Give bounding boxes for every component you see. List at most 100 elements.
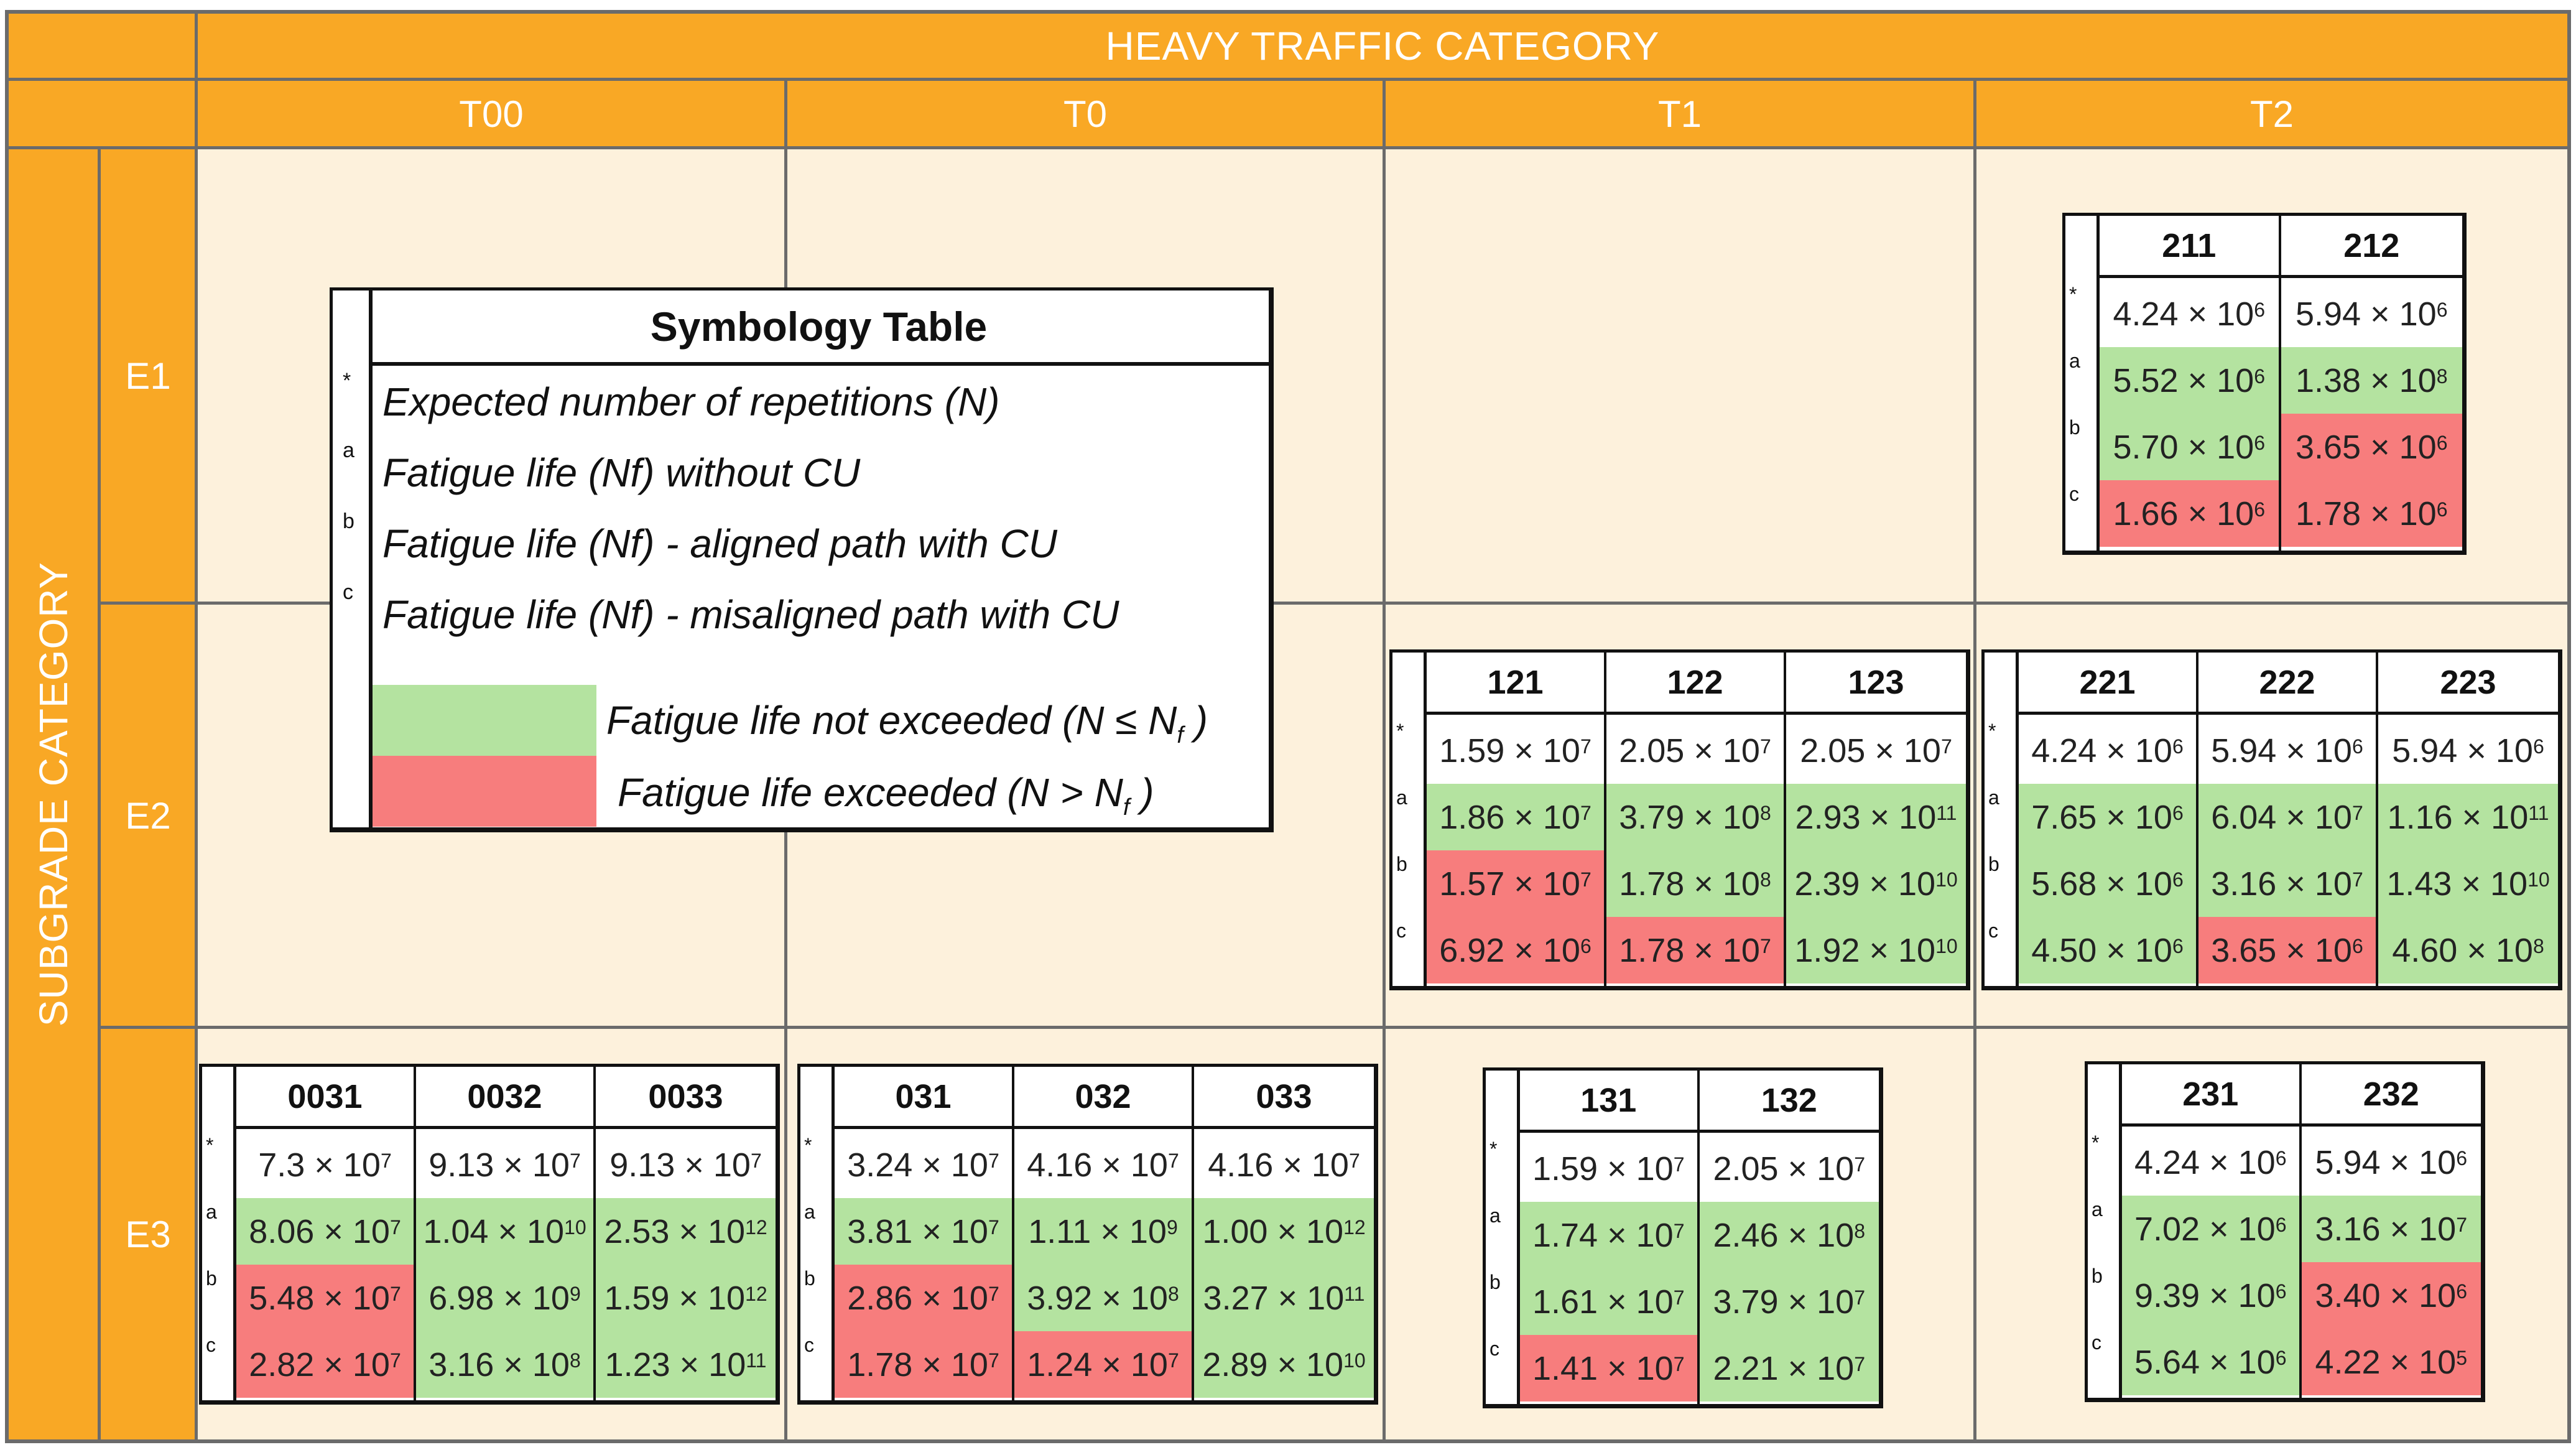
cell-mantissa: 1.16 × 10 — [2387, 798, 2529, 836]
column-header: 0032 — [416, 1067, 593, 1129]
cell-mantissa: 5.94 × 10 — [2295, 295, 2437, 333]
grid-line — [9, 146, 2567, 149]
table-cell: 1.38 × 10 8 — [2281, 347, 2462, 414]
row-key: c — [1490, 1337, 1499, 1360]
cell-mantissa: 2.53 × 10 — [604, 1212, 746, 1250]
cell-mantissa: 1.43 × 10 — [2386, 865, 2528, 903]
cell-exponent: 7 — [1580, 735, 1591, 758]
table-cell: 2.86 × 10 7 — [835, 1265, 1012, 1331]
cell-exponent: 5 — [2456, 1347, 2467, 1369]
row-key: b — [2092, 1265, 2103, 1287]
heavy-traffic-header: HEAVY TRAFFIC CATEGORY — [198, 14, 2567, 78]
cell-mantissa: 4.60 × 10 — [2392, 931, 2533, 969]
table-column: 223 5.94 × 10 6 1.16 × 10 11 1.43 × 10 10 4.60 … — [2378, 653, 2558, 986]
results-table: * a b c 0031 7.3 × 10 7 8.06 × 10 7 5.48 × 10 7 2.8… — [199, 1064, 780, 1405]
cell-mantissa: 1.78 × 10 — [1619, 865, 1760, 903]
table-cell: 4.50 × 10 6 — [2019, 917, 2196, 983]
row-key: b — [804, 1267, 815, 1290]
table-cell: 2.21 × 10 7 — [1699, 1335, 1879, 1402]
column-header: 031 — [835, 1067, 1012, 1129]
col-header-t0: T0 — [787, 81, 1383, 147]
table-cell: 6.98 × 10 9 — [416, 1265, 593, 1331]
symbology-key: a — [343, 439, 354, 462]
row-header-e3: E3 — [101, 1029, 195, 1439]
cell-exponent: 10 — [1935, 935, 1958, 957]
cell-mantissa: 3.92 × 10 — [1027, 1279, 1168, 1317]
cell-mantissa: 3.16 × 10 — [429, 1346, 570, 1383]
symbology-item: Expected number of repetitions (N) — [382, 379, 1000, 424]
cell-exponent: 8 — [2532, 935, 2544, 957]
table-column: 232 5.94 × 10 6 3.16 × 10 7 3.40 × 10 6 4.22 × … — [2301, 1064, 2481, 1398]
cell-exponent: 6 — [2254, 498, 2265, 521]
row-key: * — [2092, 1132, 2100, 1154]
cell-exponent: 7 — [380, 1150, 392, 1172]
grid-line — [98, 147, 101, 1439]
grid-line — [9, 78, 2567, 81]
cell-exponent: 11 — [746, 1349, 767, 1372]
table-cell: 4.60 × 10 8 — [2378, 917, 2558, 983]
cell-mantissa: 3.24 × 10 — [847, 1146, 988, 1184]
cell-mantissa: 4.16 × 10 — [1208, 1146, 1349, 1184]
column-header: 0031 — [236, 1067, 414, 1129]
cell-exponent: 6 — [2436, 432, 2448, 454]
table-cell: 3.65 × 10 6 — [2198, 917, 2376, 983]
cell-mantissa: 1.61 × 10 — [1532, 1283, 1674, 1321]
symbology-table: Symbology Table * Expected number of rep… — [330, 287, 1274, 832]
table-cell: 3.27 × 10 11 — [1194, 1265, 1374, 1331]
cell-exponent: 7 — [1673, 1353, 1685, 1375]
cell-mantissa: 3.16 × 10 — [2315, 1210, 2457, 1248]
cell-mantissa: 6.98 × 10 — [429, 1279, 570, 1317]
cell-mantissa: 8.06 × 10 — [249, 1212, 390, 1250]
results-table: * a b c 211 4.24 × 10 6 5.52 × 10 6 5.70 × 10 6 1.6… — [2062, 213, 2467, 555]
cell-exponent: 6 — [2351, 935, 2363, 957]
cell-mantissa: 2.05 × 10 — [1619, 732, 1760, 769]
symbology-key: * — [343, 369, 351, 393]
column-header: 211 — [2100, 216, 2279, 278]
cell-mantissa: 3.65 × 10 — [2211, 931, 2352, 969]
cell-mantissa: 2.05 × 10 — [1800, 732, 1941, 769]
table-cell: 1.41 × 10 7 — [1520, 1335, 1697, 1402]
cell-exponent: 6 — [2275, 1214, 2287, 1236]
table-cell: 4.24 × 10 6 — [2019, 717, 2196, 784]
cell-exponent: 7 — [1854, 1353, 1865, 1375]
cell-mantissa: 3.79 × 10 — [1619, 798, 1760, 836]
cell-exponent: 6 — [2275, 1147, 2287, 1169]
cell-mantissa: 4.24 × 10 — [2113, 295, 2254, 333]
table-cell: 8.06 × 10 7 — [236, 1198, 414, 1265]
column-header: 123 — [1786, 653, 1966, 715]
cell-exponent: 10 — [1935, 868, 1958, 891]
row-key: c — [2092, 1331, 2101, 1354]
table-cell: 4.24 × 10 6 — [2100, 281, 2279, 347]
table-cell: 1.59 × 10 7 — [1520, 1135, 1697, 1202]
cell-exponent: 7 — [1167, 1349, 1179, 1372]
cell-mantissa: 2.21 × 10 — [1713, 1349, 1855, 1387]
cell-mantissa: 3.16 × 10 — [2211, 865, 2352, 903]
legend-red-swatch — [373, 756, 596, 827]
table-column: 231 4.24 × 10 6 7.02 × 10 6 9.39 × 10 6 5.64 × … — [2122, 1064, 2302, 1398]
cell-exponent: 12 — [745, 1283, 767, 1305]
table-cell: 1.74 × 10 7 — [1520, 1202, 1697, 1268]
cell-exponent: 7 — [389, 1349, 401, 1372]
table-column: 0033 9.13 × 10 7 2.53 × 10 12 1.59 × 10 12 1.23… — [596, 1067, 776, 1400]
table-cell: 2.89 × 10 10 — [1194, 1331, 1374, 1398]
cell-mantissa: 1.41 × 10 — [1532, 1349, 1674, 1387]
symbology-item: Fatigue life (Nf) without CU — [382, 450, 861, 495]
table-cell: 5.94 × 10 6 — [2378, 717, 2558, 784]
col-header-t1: T1 — [1386, 81, 1974, 147]
cell-mantissa: 3.81 × 10 — [847, 1212, 988, 1250]
cell-exponent: 8 — [2436, 365, 2448, 388]
grid-line — [98, 602, 2567, 605]
column-header: 223 — [2378, 653, 2558, 715]
table-cell: 5.64 × 10 6 — [2122, 1329, 2299, 1395]
grid-line — [98, 1026, 2567, 1029]
cell-mantissa: 7.65 × 10 — [2031, 798, 2172, 836]
column-header: 033 — [1194, 1067, 1374, 1129]
cell-exponent: 8 — [1759, 802, 1771, 824]
cell-mantissa: 3.27 × 10 — [1203, 1279, 1345, 1317]
table-column: 222 5.94 × 10 6 6.04 × 10 7 3.16 × 10 7 3.65 × … — [2198, 653, 2378, 986]
table-cell: 2.53 × 10 12 — [596, 1198, 776, 1265]
table-cell: 2.93 × 10 11 — [1786, 784, 1966, 850]
column-header: 121 — [1427, 653, 1604, 715]
row-key-gutter: * a b c — [1486, 1071, 1520, 1404]
cell-exponent: 6 — [2351, 735, 2363, 758]
